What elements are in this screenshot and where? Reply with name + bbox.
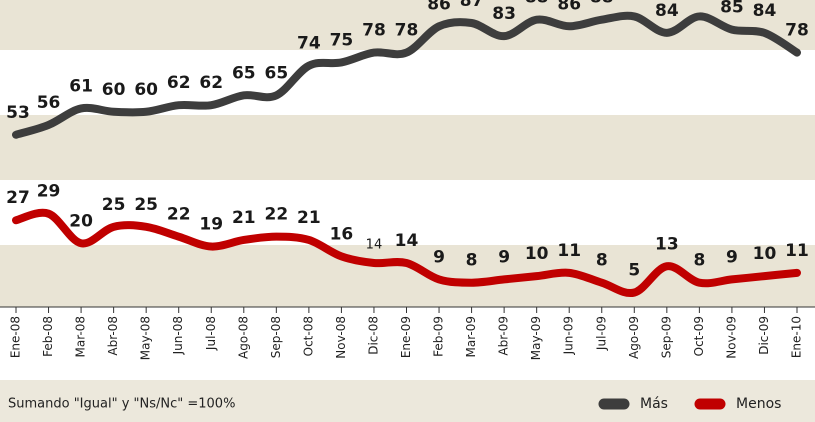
value-label: 88 [590,0,614,8]
band [0,245,815,307]
value-label: 89 [622,0,646,4]
x-tick-label: Dic-08 [366,316,380,355]
value-label: 21 [297,208,321,228]
value-label: 14 [366,237,383,252]
x-tick-label: Jul-08 [204,316,218,351]
legend-label: Más [640,396,668,412]
value-label: 16 [330,224,354,244]
value-label: 60 [102,80,126,100]
x-tick-label: Feb-08 [41,316,55,357]
series-line [12,11,801,139]
value-label: 25 [134,195,158,215]
value-label: 9 [726,247,738,267]
value-label: 14 [395,231,419,251]
value-label: 53 [6,103,30,123]
x-tick-label: Ago-08 [236,316,250,359]
value-label: 56 [37,93,61,113]
value-label: 84 [655,1,679,21]
value-label: 8 [466,251,478,271]
x-tick-label: Ago-09 [627,316,641,359]
value-label: 22 [167,205,191,225]
value-label: 11 [557,241,581,261]
x-tick-label: May-08 [139,316,153,360]
x-tick-label: Oct-08 [301,316,315,356]
value-label: 22 [264,205,288,225]
value-label: 21 [232,208,256,228]
value-label: 29 [37,182,61,202]
value-label: 11 [785,241,809,261]
x-tick-label: Sep-09 [659,316,673,358]
value-label: 78 [362,21,386,41]
value-label: 60 [134,80,158,100]
x-tick-label: Jun-09 [562,316,576,355]
value-label: 65 [264,63,288,83]
value-label: 5 [628,261,640,281]
x-tick-label: Jun-08 [171,316,185,355]
x-tick-label: Feb-09 [432,316,446,357]
x-tick-label: Mar-09 [464,316,478,357]
x-tick-label: Sep-08 [269,316,283,358]
x-tick-label: Nov-08 [334,316,348,359]
legend-label: Menos [736,396,781,412]
x-tick-label: May-09 [529,316,543,360]
footer [0,380,815,422]
value-label: 61 [69,76,93,96]
value-label: 65 [232,63,256,83]
value-label: 8 [596,251,608,271]
value-label: 74 [297,34,321,54]
value-label: 19 [199,215,223,235]
value-label: 9 [498,247,510,267]
value-label: 13 [655,234,679,254]
value-label: 75 [330,30,354,50]
value-label: 10 [753,244,777,264]
value-label: 25 [102,195,126,215]
x-tick-label: Dic-09 [757,316,771,355]
value-label: 20 [69,211,93,231]
value-label: 89 [688,0,712,4]
value-label: 85 [720,0,744,18]
x-tick-label: Jul-09 [594,316,608,351]
value-label: 78 [785,21,809,41]
value-label: 62 [167,73,191,93]
x-tick-label: Ene-10 [790,316,804,358]
value-label: 88 [525,0,549,8]
band [0,115,815,180]
value-label: 84 [753,1,777,21]
value-label: 78 [395,21,419,41]
x-tick-label: Oct-09 [692,316,706,356]
value-label: 27 [6,188,30,208]
x-tick-label: Nov-09 [724,316,738,359]
value-label: 86 [427,0,451,14]
x-tick-label: Abr-09 [497,316,511,356]
value-label: 10 [525,244,549,264]
value-label: 9 [433,247,445,267]
x-tick-label: Ene-09 [399,316,413,358]
series-line [12,208,801,298]
note: Sumando "Igual" y "Ns/Nc" =100% [8,397,235,412]
value-label: 86 [557,0,581,14]
value-label: 83 [492,4,516,24]
x-tick-label: Mar-08 [74,316,88,357]
value-label: 62 [199,73,223,93]
value-label: 87 [460,0,484,11]
x-tick-label: Ene-08 [9,316,23,358]
x-tick-label: Abr-08 [106,316,120,356]
value-label: 8 [693,251,705,271]
